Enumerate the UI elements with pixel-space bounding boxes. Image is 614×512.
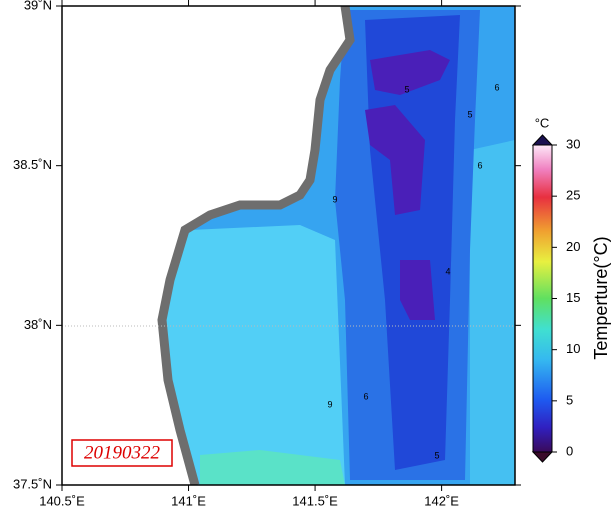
coastline	[157, 6, 355, 485]
contour-label: 9	[332, 194, 337, 204]
date-label: 20190322	[84, 442, 161, 463]
frame	[61, 5, 516, 486]
sea-shelf	[165, 225, 345, 485]
colorbar-tick-label: 5	[566, 392, 573, 407]
y-tick-label: 38.5˚N	[13, 157, 52, 172]
colorbar	[532, 144, 553, 453]
contour-label: 5	[467, 109, 472, 119]
colorbar-max-arrow	[531, 134, 554, 146]
date-box	[71, 439, 173, 467]
cold-core	[365, 105, 425, 215]
colorbar-tick-label: 15	[566, 290, 580, 305]
y-tick-label: 38˚N	[24, 317, 52, 332]
y-tick-label: 39˚N	[24, 0, 52, 12]
sea-shallow	[200, 450, 345, 485]
map-area	[62, 6, 515, 485]
contour-label: 9	[327, 399, 332, 409]
contour-label: 5	[404, 84, 409, 94]
colorbar-title: Temperture(°C)	[591, 236, 611, 359]
colorbar-tick-label: 10	[566, 341, 580, 356]
sea-warm	[470, 140, 515, 485]
x-tick-label: 142˚E	[424, 493, 459, 508]
contour-label: 5	[434, 450, 439, 460]
colorbar-tick-label: 25	[566, 188, 580, 203]
x-tick-label: 141.5˚E	[292, 493, 338, 508]
y-tick-label: 37.5˚N	[13, 476, 52, 491]
contour-label: 4	[445, 266, 450, 276]
cold-core	[370, 50, 450, 95]
contour-label: 6	[494, 82, 499, 92]
colorbar-tick-label: 0	[566, 443, 573, 458]
colorbar-unit: °C	[535, 115, 550, 130]
colorbar-tick-label: 20	[566, 239, 580, 254]
colorbar-min-arrow	[531, 451, 554, 463]
land	[62, 6, 350, 485]
cold-core	[400, 260, 435, 320]
x-tick-label: 140.5˚E	[39, 493, 85, 508]
colorbar-tick-label: 30	[566, 136, 580, 151]
contour-label: 6	[477, 160, 482, 170]
x-tick-label: 141˚E	[171, 493, 206, 508]
contour-label: 6	[363, 391, 368, 401]
